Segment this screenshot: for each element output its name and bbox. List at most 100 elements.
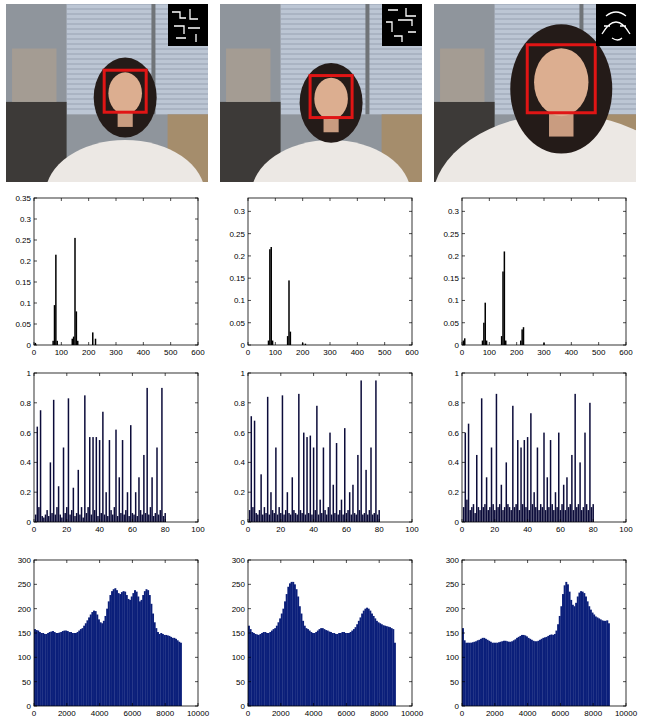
x-tick <box>248 519 249 522</box>
bar <box>463 341 465 345</box>
bar <box>56 341 58 345</box>
x-tick-top <box>593 373 594 376</box>
y-tick-label: 0.4 <box>448 458 460 467</box>
bar <box>574 394 576 522</box>
bar <box>321 513 323 522</box>
photo-face <box>314 78 348 120</box>
bar <box>133 515 135 522</box>
y-tick <box>34 560 37 561</box>
x-tick-label: 600 <box>405 348 419 357</box>
bar <box>69 515 71 522</box>
bar <box>97 516 99 522</box>
y-tick-right <box>409 373 412 374</box>
y-tick-label: 50 <box>450 678 459 687</box>
x-tick <box>34 519 35 522</box>
y-tick-right <box>623 345 626 346</box>
bar <box>68 398 70 522</box>
y-tick-right <box>409 300 412 301</box>
bar <box>59 515 61 522</box>
y-tick <box>34 282 37 283</box>
x-tick-label: 200 <box>296 348 310 357</box>
y-tick-label: 200 <box>446 605 460 614</box>
y-tick-label: 0.8 <box>20 399 32 408</box>
bar <box>137 516 139 522</box>
x-tick-label: 20 <box>490 525 499 534</box>
x-tick <box>280 519 281 522</box>
y-tick <box>34 633 37 634</box>
bar <box>510 510 512 522</box>
bar <box>501 485 503 522</box>
bar <box>504 251 506 345</box>
x-tick-label: 500 <box>592 348 606 357</box>
bar <box>519 510 521 522</box>
bar <box>476 455 478 522</box>
y-tick-right <box>409 584 412 585</box>
y-tick <box>248 657 251 658</box>
y-tick-label: 0.2 <box>234 488 246 497</box>
bar <box>528 510 530 522</box>
bar <box>288 280 290 345</box>
bar <box>584 433 586 522</box>
bar <box>479 510 481 522</box>
bar <box>591 507 593 522</box>
x-tick <box>412 342 413 345</box>
chart: 0200040006000800010000050100150200250300 <box>18 556 210 718</box>
y-tick-label: 1 <box>27 369 32 378</box>
bar <box>76 311 78 345</box>
y-tick-right <box>195 681 198 682</box>
x-tick-label: 80 <box>375 525 384 534</box>
plot-frame <box>248 198 412 345</box>
edge-inset-lines <box>386 8 416 42</box>
y-tick <box>34 373 37 374</box>
x-tick-top <box>412 373 413 376</box>
y-tick-right <box>623 681 626 682</box>
y-tick-label: 0.2 <box>448 488 460 497</box>
x-tick-label: 300 <box>537 348 551 357</box>
x-tick <box>412 519 413 522</box>
bar <box>135 492 137 522</box>
x-tick <box>379 703 380 706</box>
x-tick-label: 60 <box>342 525 351 534</box>
bar <box>260 474 262 522</box>
x-tick-label: 100 <box>619 525 633 534</box>
photo-blind <box>281 64 422 65</box>
edge-inset <box>596 4 636 46</box>
y-tick-label: 0.8 <box>448 399 460 408</box>
x-tick-label: 600 <box>619 348 633 357</box>
y-tick <box>462 300 465 301</box>
x-tick-label: 4000 <box>519 709 537 718</box>
bar <box>499 504 501 522</box>
y-tick-label: 0.25 <box>229 230 245 239</box>
x-tick <box>379 519 380 522</box>
x-tick <box>527 519 528 522</box>
photo-hair <box>94 58 157 138</box>
x-tick-label: 6000 <box>124 709 142 718</box>
photo-content <box>434 4 636 182</box>
y-tick-right <box>623 462 626 463</box>
x-tick <box>61 342 62 345</box>
x-tick-top <box>494 373 495 376</box>
bar <box>502 510 504 522</box>
bar <box>466 500 468 522</box>
bar <box>249 510 251 522</box>
bars <box>463 251 545 345</box>
bar <box>272 341 274 345</box>
photo-cabinet <box>440 49 484 102</box>
x-tick-label: 8000 <box>584 709 602 718</box>
x-tick-label: 400 <box>565 348 579 357</box>
x-tick-label: 500 <box>164 348 178 357</box>
bar <box>290 332 292 345</box>
bar <box>535 507 537 522</box>
bar <box>515 504 517 522</box>
x-tick-label: 2000 <box>58 709 76 718</box>
bar <box>301 513 303 522</box>
bar <box>52 341 54 345</box>
bar <box>339 510 341 522</box>
x-tick <box>384 342 385 345</box>
bar <box>292 477 294 522</box>
bar <box>61 518 63 522</box>
y-tick-label: 0 <box>27 702 32 711</box>
y-tick-label: 0.6 <box>234 429 246 438</box>
x-tick <box>346 519 347 522</box>
y-tick <box>248 233 251 234</box>
